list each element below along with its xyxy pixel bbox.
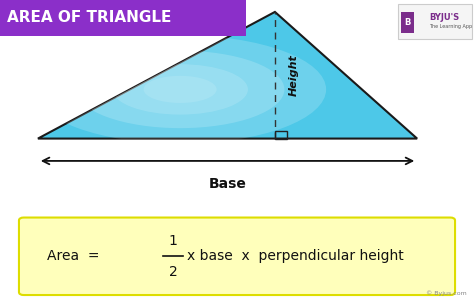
Text: BYJU'S: BYJU'S <box>429 13 459 22</box>
Bar <box>401 12 414 33</box>
Ellipse shape <box>76 51 284 128</box>
Ellipse shape <box>112 64 248 115</box>
Ellipse shape <box>144 76 217 103</box>
Text: AREA OF TRIANGLE: AREA OF TRIANGLE <box>7 10 172 25</box>
Polygon shape <box>38 12 417 139</box>
FancyBboxPatch shape <box>19 218 455 295</box>
Text: © Byjus.com: © Byjus.com <box>426 290 467 296</box>
Text: Height: Height <box>289 54 299 96</box>
Text: B: B <box>404 18 410 27</box>
Text: 2: 2 <box>169 265 177 279</box>
Bar <box>0 0 246 36</box>
Text: Base: Base <box>209 177 246 191</box>
Bar <box>398 4 472 39</box>
Text: 1: 1 <box>169 234 177 248</box>
Bar <box>275 131 287 139</box>
Text: x base  x  perpendicular height: x base x perpendicular height <box>187 249 404 263</box>
Text: Area  =: Area = <box>47 249 100 263</box>
Text: The Learning App: The Learning App <box>429 24 472 29</box>
Ellipse shape <box>34 35 326 144</box>
